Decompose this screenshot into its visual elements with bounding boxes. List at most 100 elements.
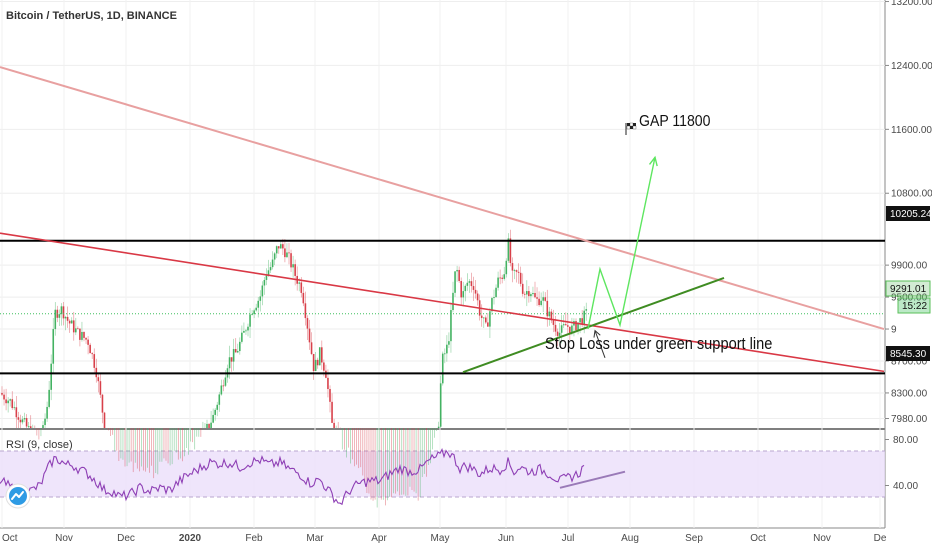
price-tick-label: 8300.00 (891, 388, 928, 399)
candle-body (558, 332, 561, 336)
inner-downtrend-line[interactable] (0, 232, 885, 373)
resistance-price-tag[interactable]: 10205.24 (886, 206, 932, 221)
candle-body (72, 320, 75, 333)
candle-body (243, 330, 245, 333)
candle-body (437, 426, 440, 428)
time-tick-label: Aug (621, 533, 639, 544)
candle-body (501, 277, 503, 279)
candle-body (466, 282, 469, 286)
candle-body (485, 317, 487, 323)
candle-body (97, 377, 100, 382)
candle-body (11, 399, 14, 409)
candle-body (269, 267, 272, 271)
projection-path[interactable] (587, 157, 656, 330)
time-tick-label: De (874, 533, 887, 544)
candle-body (472, 286, 475, 290)
candle-body (464, 285, 467, 292)
candle-body (308, 328, 311, 343)
candle-body (312, 353, 315, 371)
outer-downtrend-line[interactable] (0, 66, 885, 330)
candle-body (511, 263, 514, 271)
candle-body (509, 238, 512, 264)
candle-body (571, 325, 573, 334)
candle-body (519, 272, 522, 284)
candle-body (42, 425, 44, 428)
candle-body (70, 320, 73, 324)
time-tick-label: Feb (245, 533, 263, 544)
candle-body (87, 339, 89, 345)
candle-body (236, 351, 239, 353)
candle-body (462, 291, 465, 298)
candle-body (575, 321, 577, 331)
candle-body (245, 330, 247, 332)
price-tick-label: 9900.00 (891, 261, 928, 272)
candle-body (306, 318, 309, 329)
candle-body (314, 359, 317, 371)
candle-body (562, 324, 565, 326)
support-price-tag[interactable]: 8545.30 (886, 346, 930, 361)
candle-body (206, 423, 208, 428)
candle-body (560, 325, 563, 333)
rsi-indicator-label[interactable]: RSI (9, close) (6, 439, 73, 451)
stop-loss-label[interactable]: Stop Loss under green support line (545, 335, 773, 353)
candle-body (513, 270, 516, 271)
candle-body (5, 399, 7, 404)
candle-body (83, 331, 85, 338)
candle-body (515, 270, 518, 272)
last-price-tag[interactable]: 9291.01 (885, 280, 931, 297)
candle-body (25, 418, 28, 427)
candle-body (583, 310, 585, 325)
rsi-tick-label: 40.00 (893, 481, 918, 492)
candle-body (495, 287, 497, 298)
candle-body (68, 320, 71, 324)
candle-body (304, 303, 307, 319)
candle-body (46, 406, 48, 419)
candle-body (234, 349, 237, 353)
candle-body (253, 310, 255, 315)
price-tick-label: 7980.00 (891, 414, 928, 425)
candle-body (52, 329, 55, 364)
candle-body (499, 277, 501, 279)
candle-body (75, 328, 77, 333)
candle-body (58, 314, 61, 318)
candle-body (93, 354, 96, 368)
candle-body (220, 385, 223, 395)
time-tick-label: Jun (498, 533, 514, 544)
candle-body (507, 238, 510, 261)
candle-body (224, 377, 227, 386)
candle-body (275, 246, 278, 254)
candle-body (302, 292, 305, 304)
drawing-layer[interactable] (0, 66, 885, 375)
candle-body (476, 293, 479, 301)
svg-text:10205.24: 10205.24 (890, 209, 932, 220)
candle-body (44, 418, 46, 426)
candle-body (493, 297, 495, 299)
candle-body (247, 326, 249, 331)
candle-body (491, 298, 493, 312)
green-support-line[interactable] (462, 276, 725, 374)
stop-loss-arrowhead (593, 329, 601, 338)
candle-body (210, 422, 212, 428)
candle-body (230, 357, 233, 362)
candle-body (21, 419, 24, 423)
time-tick-label: Mar (306, 533, 324, 544)
candle-body (480, 315, 483, 318)
rsi-trendline[interactable] (559, 470, 626, 489)
rsi-line[interactable] (0, 448, 585, 506)
candle-body (577, 322, 579, 331)
candle-body (585, 309, 588, 311)
candle-body (91, 353, 93, 355)
candle-body (251, 314, 253, 315)
candle-body (556, 331, 559, 336)
tradingview-logo-icon[interactable] (5, 483, 31, 509)
rsi-layer (0, 448, 626, 506)
checkered-flag-icon (625, 122, 637, 135)
target-label[interactable]: GAP 11800 (639, 112, 710, 130)
candle-body (321, 347, 323, 363)
price-tick-label: 12400.00 (891, 61, 932, 72)
price-tick-label: 11600.00 (891, 125, 932, 136)
candle-body (456, 269, 458, 272)
stop-loss-pointer[interactable] (594, 330, 606, 358)
